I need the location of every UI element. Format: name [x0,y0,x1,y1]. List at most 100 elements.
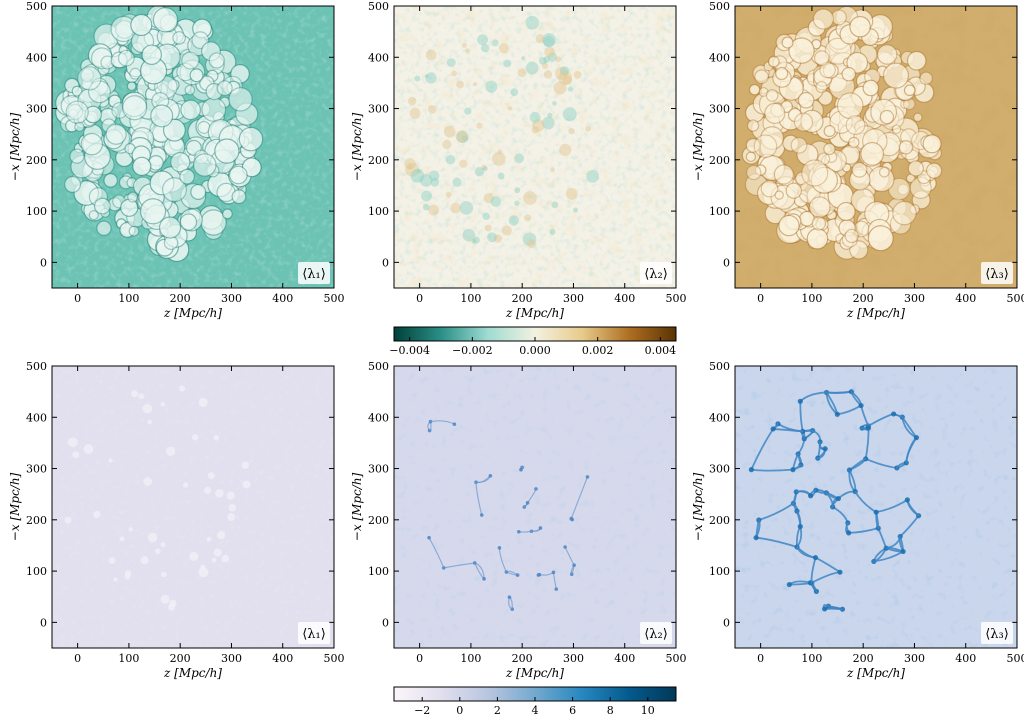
panel-badge: ⟨λ₁⟩ [302,267,326,282]
y-tick-label: 200 [709,154,730,167]
x-tick-label: 300 [563,652,584,665]
colorbar-tick-label: −2 [414,704,430,717]
void-cell [103,173,118,188]
void-cell [793,112,814,132]
fluctuation [443,125,456,138]
x-tick-label: 500 [666,652,687,665]
void-cell [150,104,174,128]
void-cell [754,69,769,85]
void-cell [161,177,188,203]
halo-node [563,545,567,549]
void-cell [774,190,784,200]
void-cell [105,123,127,145]
y-tick-label: 100 [368,205,389,218]
fluctuation [559,143,572,157]
smooth-spot [113,577,118,582]
halo-node [822,446,828,452]
panel-badge-box [298,262,330,284]
fluctuation [547,52,558,62]
halo-node [482,577,486,581]
halo-node [834,411,840,417]
x-tick-label: 0 [74,652,81,665]
halo-node [904,497,910,503]
filament [905,436,918,464]
heatmap-noise [735,366,1017,648]
fluctuation [456,131,469,144]
fluctuation [547,112,553,118]
smooth-spot [213,434,220,441]
void-cell [882,62,910,89]
halo-node [572,563,576,567]
void-cell [69,148,85,164]
void-cell [228,87,253,112]
void-cell [919,71,933,86]
halo-node [822,606,828,612]
smooth-spot [108,557,116,565]
void-cell [190,183,207,200]
plot-frame [51,5,335,289]
fluctuation [553,81,567,95]
smooth-spot [241,461,250,469]
void-cell [841,66,857,82]
void-cell [778,214,800,237]
void-cell [746,164,762,181]
void-cell [760,179,779,198]
void-cell [127,191,139,203]
void-cell [221,208,233,220]
halo-node [534,487,538,491]
void-cell [860,141,885,166]
halo-node [569,516,574,521]
y-tick-label: 500 [709,360,730,373]
smooth-spot [221,554,230,563]
smooth-spot [242,480,251,489]
void-cell [172,31,186,45]
void-cell [128,225,140,237]
void-cell [181,51,200,70]
fluctuation [471,238,477,244]
panel-badge: ⟨λ₂⟩ [644,267,668,282]
fluctuation [543,35,555,48]
void-cell [862,79,880,97]
y-tick-label: 500 [26,0,47,13]
x-axis-label: z [Mpc/h] [846,306,905,320]
panel-badge: ⟨λ₃⟩ [985,627,1009,642]
void-cell [867,225,894,252]
fluctuation [414,75,421,82]
halo-node [858,402,864,409]
plot-frame [51,365,335,649]
smooth-spot [160,542,166,547]
void-cell [88,210,99,221]
fluctuation [483,193,495,204]
y-tick-label: 200 [26,514,47,527]
smooth-spot [143,477,152,486]
heatmap-panel-top-left: 0 100 200 300 400 500 0 100 200 300 400 500 z [Mpc/h… [8,0,345,320]
fluctuation [474,166,485,177]
heatmap-panel-bottom-left: 0 100 200 300 400 500 0 100 200 300 400 500 z [Mpc/h… [8,360,345,680]
fluctuation [497,149,503,155]
filament [570,476,589,520]
void-cell [851,161,868,178]
void-cell [65,100,89,124]
y-axis-label: −x [Mpc/h] [8,112,22,181]
smooth-spot [160,594,170,604]
fluctuation [507,106,513,111]
void-cell [71,85,83,97]
halo-node [536,573,541,577]
halo-node [479,513,484,517]
x-tick-label: 0 [757,292,764,305]
x-tick-label: 300 [563,292,584,305]
void-cell [179,213,198,231]
smooth-spot [161,571,167,578]
fluctuation [462,228,476,242]
fluctuation [459,159,468,168]
void-cell [878,166,890,178]
smooth-spot [128,527,133,532]
colorbars-layer: −0.004 −0.002 0.000 0.002 0.004 −2 0 2 4 6 8 10 [389,326,677,717]
smooth-spot [138,393,145,400]
fluctuation [510,88,519,97]
fluctuation [484,224,492,232]
fluctuation [476,122,483,129]
halo-node [891,411,897,417]
void-cell [876,44,898,65]
